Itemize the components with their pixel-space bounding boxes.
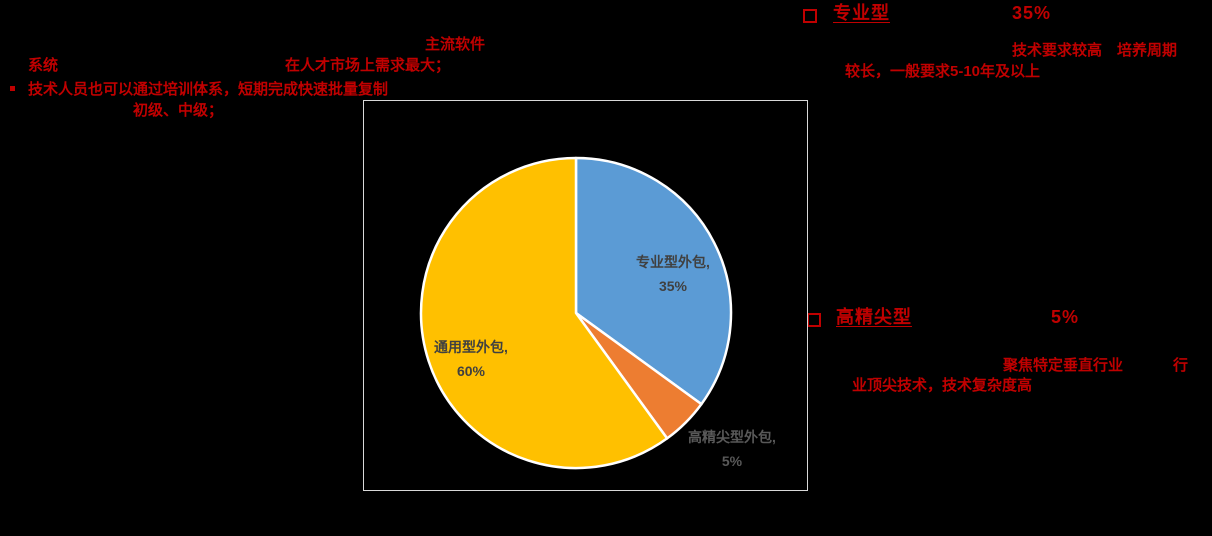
pie-label-professional-value: 35% [658,278,688,294]
callout2-desc-line2: 业顶尖技术，技术复杂度高 [852,377,1033,394]
callout2-desc-line1b: 行 [1173,357,1189,374]
pie-label-general-name: 通用型外包, [434,339,508,355]
callout1-value: 35% [1012,3,1052,23]
pie-slice-professional [574,156,733,406]
annotation-left-line1a: 系统 [28,57,59,74]
pie-chart [419,156,733,470]
callout1-desc-line2: 较长，一般要求5-10年及以上 [845,63,1041,80]
list-bullet-icon [10,86,15,91]
callout2-title: 高精尖型 [836,307,912,327]
pie-label-general: 通用型外包, 60% [391,335,551,383]
square-bullet-icon [803,9,817,23]
pie-label-professional: 专业型外包, 35% [593,250,753,298]
pie-label-high-end-name: 高精尖型外包, [688,429,776,445]
pie-label-general-value: 60% [456,363,486,379]
callout2-desc-line1a: 聚焦特定垂直行业 [1003,357,1124,374]
callout1-title: 专业型 [833,3,890,23]
annotation-top-line: 主流软件 [425,36,486,53]
pie-label-professional-name: 专业型外包, [636,254,710,270]
pie-slice-general [419,156,669,470]
annotation-left-line2: 技术人员也可以通过培训体系，短期完成快速批量复制 [28,81,389,98]
pie-label-high-end: 高精尖型外包, 5% [657,425,807,473]
pie-chart-box: 专业型外包, 35% 通用型外包, 60% 高精尖型外包, 5% [363,100,808,491]
square-bullet-icon [807,313,821,327]
pie-label-high-end-value: 5% [721,453,743,469]
annotation-left-line1b: 在人才市场上需求最大； [285,57,451,74]
annotation-left-line3: 初级、中级； [133,102,224,119]
callout1-desc-line1: 技术要求较高 培养周期 [1012,42,1178,59]
callout2-value: 5% [1051,307,1080,327]
